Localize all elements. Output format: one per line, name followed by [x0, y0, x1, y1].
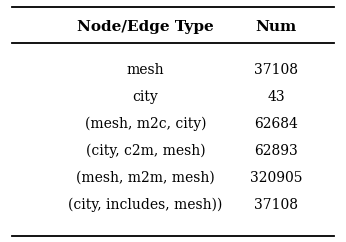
Text: 320905: 320905	[250, 171, 302, 185]
Text: 37108: 37108	[254, 63, 298, 76]
Text: (mesh, m2c, city): (mesh, m2c, city)	[85, 116, 206, 131]
Text: (city, includes, mesh)): (city, includes, mesh))	[69, 197, 223, 212]
Text: mesh: mesh	[127, 63, 164, 76]
Text: Node/Edge Type: Node/Edge Type	[77, 20, 214, 33]
Text: 37108: 37108	[254, 198, 298, 212]
Text: 62684: 62684	[254, 117, 298, 131]
Text: city: city	[133, 90, 158, 104]
Text: (mesh, m2m, mesh): (mesh, m2m, mesh)	[76, 171, 215, 185]
Text: 43: 43	[267, 90, 285, 104]
Text: (city, c2m, mesh): (city, c2m, mesh)	[86, 144, 206, 158]
Text: Num: Num	[255, 20, 297, 33]
Text: 62893: 62893	[254, 144, 298, 158]
